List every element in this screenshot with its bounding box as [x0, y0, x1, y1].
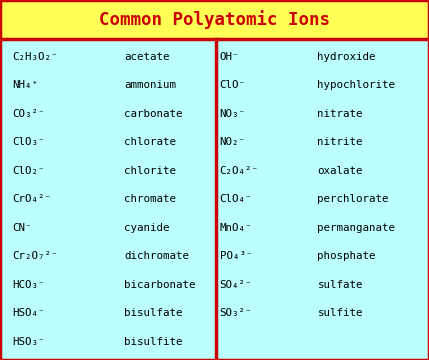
Text: ClO⁻: ClO⁻ [220, 81, 246, 90]
Bar [0, 39, 429, 360]
Text: Cr₂O₇²⁻: Cr₂O₇²⁻ [12, 251, 57, 261]
Text: C₂O₄²⁻: C₂O₄²⁻ [220, 166, 259, 176]
Text: HSO₃⁻: HSO₃⁻ [12, 337, 45, 347]
Text: permanganate: permanganate [317, 223, 396, 233]
Text: nitrate: nitrate [317, 109, 363, 119]
Text: bisulfite: bisulfite [124, 337, 183, 347]
Text: HCO₃⁻: HCO₃⁻ [12, 280, 45, 289]
Text: acetate: acetate [124, 52, 170, 62]
Text: C₂H₃O₂⁻: C₂H₃O₂⁻ [12, 52, 57, 62]
Text: MnO₄⁻: MnO₄⁻ [220, 223, 252, 233]
Text: hydroxide: hydroxide [317, 52, 376, 62]
Text: carbonate: carbonate [124, 109, 183, 119]
Text: ClO₂⁻: ClO₂⁻ [12, 166, 45, 176]
Text: Common Polyatomic Ions: Common Polyatomic Ions [99, 10, 330, 29]
Text: chlorate: chlorate [124, 138, 176, 147]
Text: phosphate: phosphate [317, 251, 376, 261]
Text: CN⁻: CN⁻ [12, 223, 31, 233]
Text: ClO₄⁻: ClO₄⁻ [220, 194, 252, 204]
Text: oxalate: oxalate [317, 166, 363, 176]
Text: PO₄³⁻: PO₄³⁻ [220, 251, 252, 261]
Text: sulfate: sulfate [317, 280, 363, 289]
Text: NO₃⁻: NO₃⁻ [220, 109, 246, 119]
Text: OH⁻: OH⁻ [220, 52, 239, 62]
Text: CrO₄²⁻: CrO₄²⁻ [12, 194, 51, 204]
Text: bisulfate: bisulfate [124, 308, 183, 318]
Text: CO₃²⁻: CO₃²⁻ [12, 109, 45, 119]
Text: bicarbonate: bicarbonate [124, 280, 196, 289]
Text: NO₂⁻: NO₂⁻ [220, 138, 246, 147]
Text: ClO₃⁻: ClO₃⁻ [12, 138, 45, 147]
Text: nitrite: nitrite [317, 138, 363, 147]
Text: SO₄²⁻: SO₄²⁻ [220, 280, 252, 289]
Text: chromate: chromate [124, 194, 176, 204]
Text: sulfite: sulfite [317, 308, 363, 318]
Text: HSO₄⁻: HSO₄⁻ [12, 308, 45, 318]
Text: cyanide: cyanide [124, 223, 170, 233]
Text: chlorite: chlorite [124, 166, 176, 176]
Text: perchlorate: perchlorate [317, 194, 389, 204]
Text: NH₄⁺: NH₄⁺ [12, 81, 38, 90]
Text: dichromate: dichromate [124, 251, 190, 261]
Text: SO₃²⁻: SO₃²⁻ [220, 308, 252, 318]
Text: hypochlorite: hypochlorite [317, 81, 396, 90]
Text: ammonium: ammonium [124, 81, 176, 90]
